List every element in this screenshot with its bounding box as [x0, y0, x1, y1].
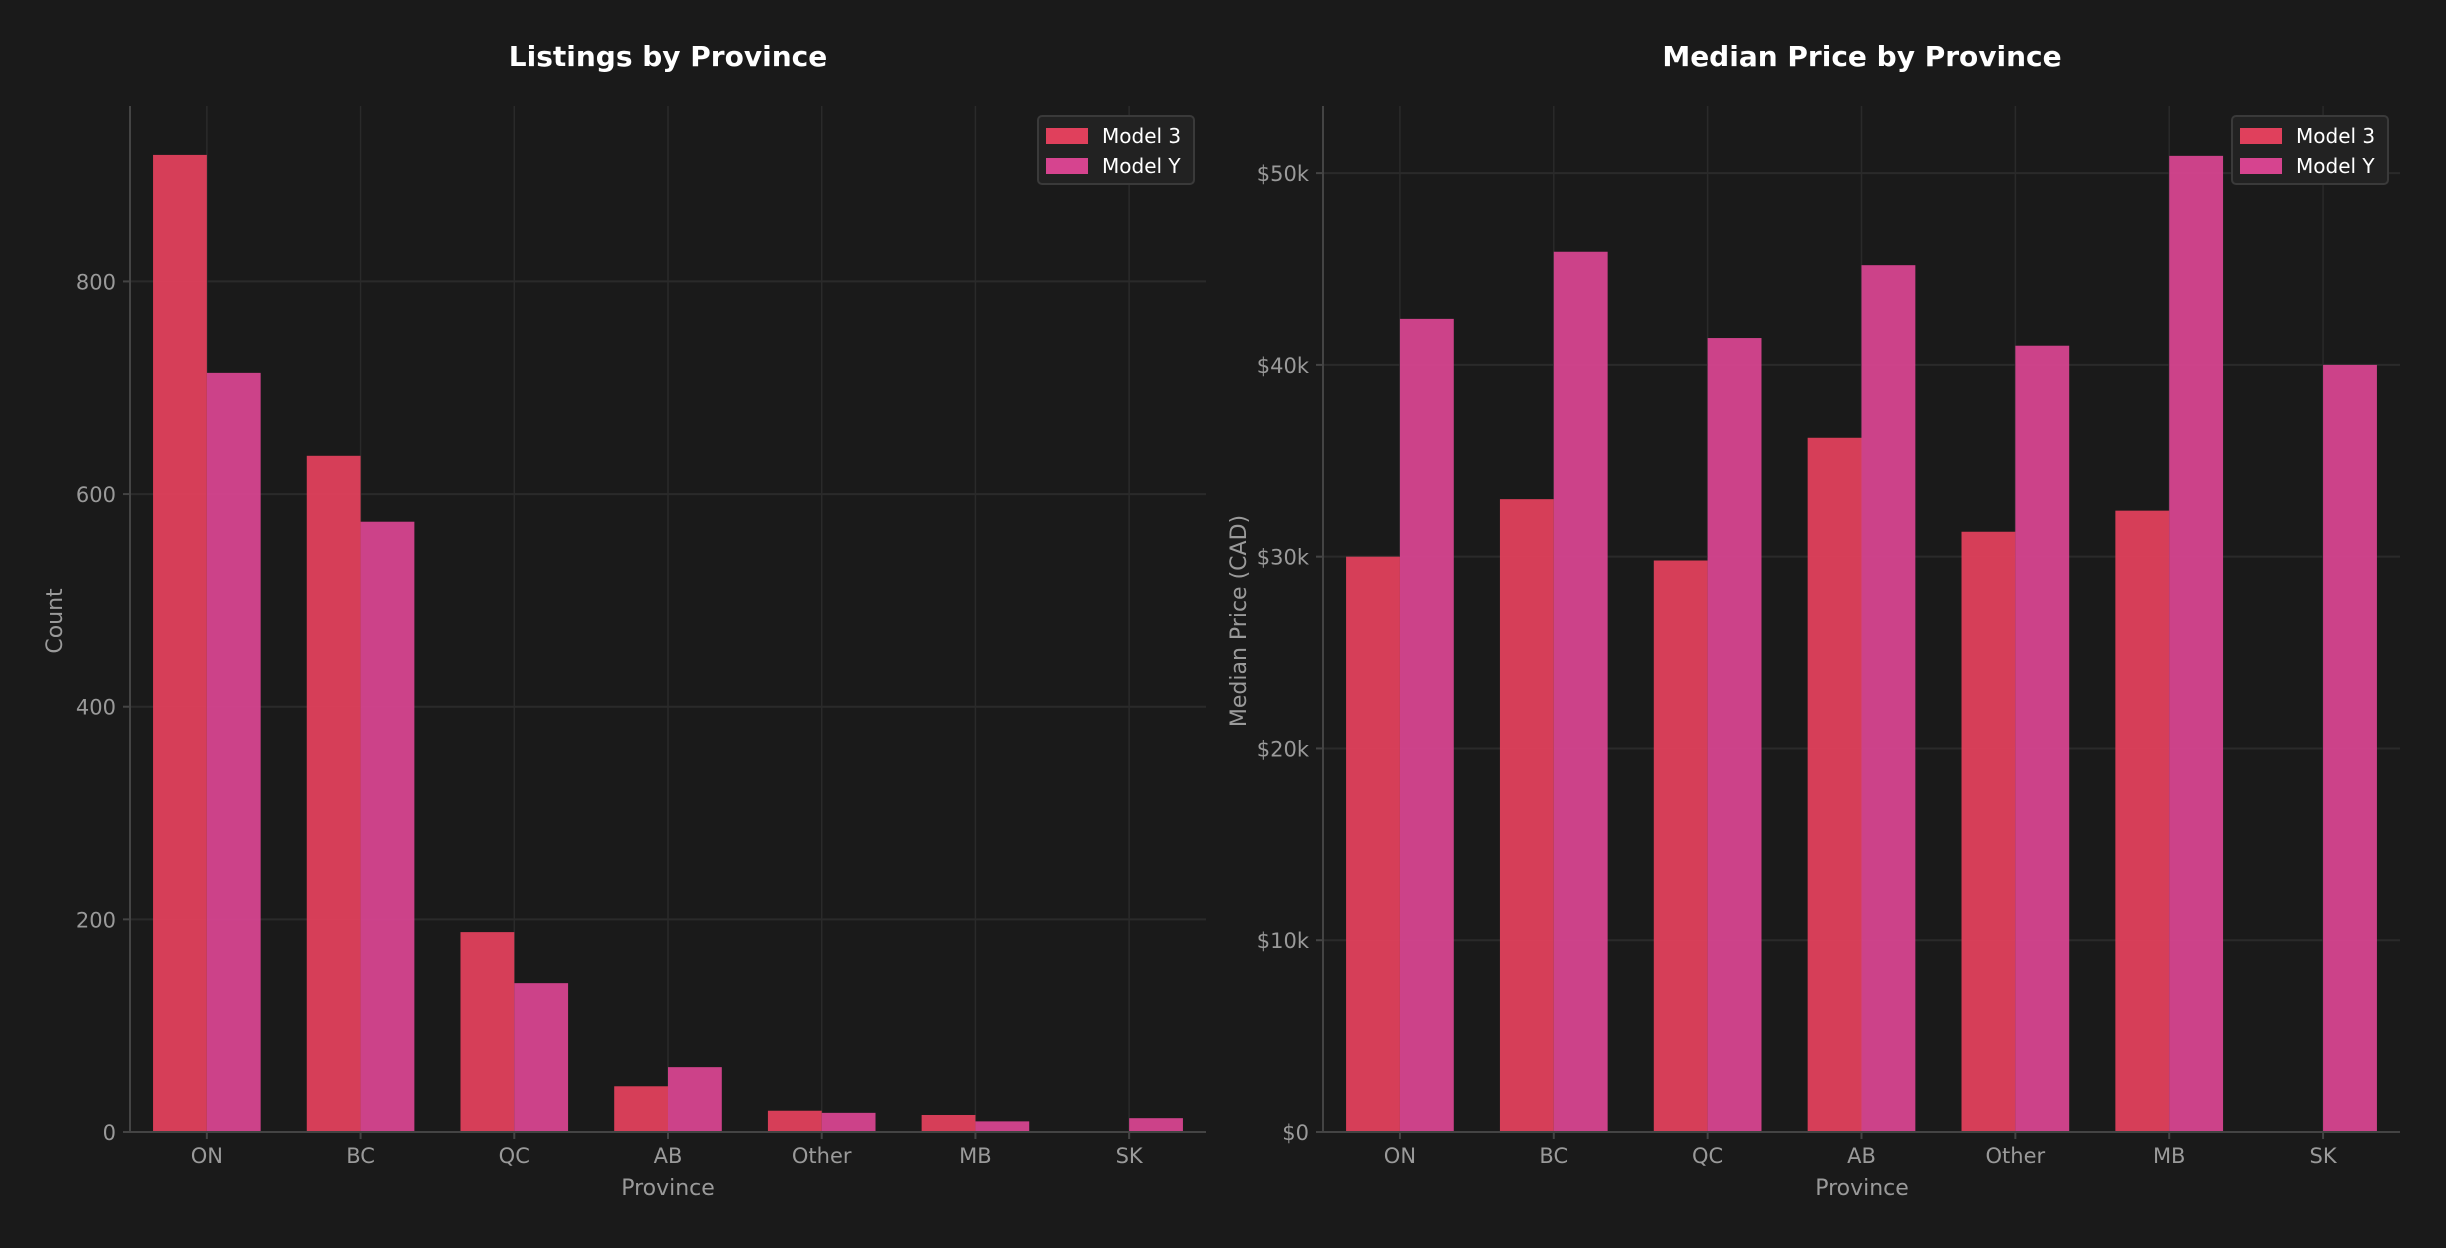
bar-model-y-bc [360, 521, 415, 1132]
bar-model-3-on [153, 154, 207, 1132]
bar-model-y-ab [1861, 265, 1916, 1132]
x-tick-label: SK [1116, 1144, 1144, 1168]
x-tick-label: QC [1692, 1144, 1723, 1168]
y-tick-label: 400 [76, 696, 116, 720]
legend-swatch-model-3 [2240, 128, 2282, 144]
y-tick-label: $50k [1257, 162, 1310, 186]
chart-title: Listings by Province [509, 40, 827, 73]
legend-swatch-model-y [1046, 158, 1088, 174]
listings-chart: Listings by Province Province Count 0 200… [43, 40, 1206, 1201]
y-tick-label: $40k [1257, 354, 1310, 378]
bar-model-3-other [767, 1110, 822, 1132]
legend-label: Model Y [1102, 154, 1181, 178]
bar-model-y-on [206, 372, 261, 1132]
y-tick-label: 0 [103, 1121, 116, 1145]
bar-model-3-bc [306, 455, 361, 1133]
x-axis-label: Province [1815, 1176, 1909, 1201]
bar-model-3-qc [460, 932, 515, 1132]
x-tick-label: Other [792, 1144, 852, 1168]
y-tick-label: $20k [1257, 737, 1310, 761]
bar-model-3-on [1346, 556, 1400, 1132]
x-tick-label: SK [2310, 1144, 2338, 1168]
bar-model-y-qc [514, 983, 569, 1132]
bar-model-y-bc [1553, 251, 1608, 1133]
y-tick-label: 600 [76, 483, 116, 507]
y-tick-label: 200 [76, 908, 116, 932]
legend-swatch-model-3 [1046, 128, 1088, 144]
bar-model-3-mb [2115, 510, 2170, 1132]
y-axis-label: Count [43, 588, 68, 654]
chart-title: Median Price by Province [1662, 40, 2061, 73]
bar-model-y-on [1399, 318, 1454, 1132]
y-tick-label: 800 [76, 270, 116, 294]
x-tick-label: QC [499, 1144, 530, 1168]
x-axis-label: Province [621, 1176, 715, 1201]
y-tick-label: $10k [1257, 929, 1310, 953]
bar-model-3-ab [614, 1086, 668, 1132]
bar-model-3-ab [1807, 437, 1862, 1132]
bar-model-y-ab [668, 1067, 722, 1132]
x-tick-label: AB [654, 1144, 683, 1168]
bar-model-y-mb [975, 1121, 1030, 1132]
y-tick-label: $0 [1282, 1121, 1309, 1145]
bar-model-y-other [2015, 345, 2070, 1133]
median-price-chart: Median Price by Province Province Median… [1227, 40, 2400, 1201]
x-tick-label: ON [1384, 1144, 1416, 1168]
x-tick-label: BC [1539, 1144, 1568, 1168]
legend-swatch-model-y [2240, 158, 2282, 174]
bar-model-y-sk [1129, 1118, 1183, 1132]
bar-model-3-other [1961, 531, 2016, 1132]
y-tick-label: $30k [1257, 546, 1310, 570]
x-tick-label: BC [346, 1144, 375, 1168]
y-axis-label: Median Price (CAD) [1227, 515, 1252, 727]
x-tick-label: ON [191, 1144, 223, 1168]
x-tick-label: MB [959, 1144, 992, 1168]
bar-model-3-mb [921, 1114, 976, 1132]
bar-model-y-mb [2169, 155, 2224, 1132]
legend: Model 3 Model Y [1037, 115, 1195, 185]
bar-model-3-bc [1499, 499, 1554, 1132]
legend-label: Model 3 [1102, 124, 1181, 148]
x-tick-label: Other [1986, 1144, 2046, 1168]
legend: Model 3 Model Y [2231, 115, 2389, 185]
legend-label: Model 3 [2296, 124, 2375, 148]
bar-model-y-qc [1707, 338, 1762, 1132]
bar-model-y-other [821, 1112, 876, 1132]
bar-model-y-sk [2323, 364, 2377, 1132]
legend-label: Model Y [2296, 154, 2375, 178]
bar-model-3-qc [1653, 560, 1708, 1132]
x-tick-label: AB [1847, 1144, 1876, 1168]
x-tick-label: MB [2153, 1144, 2186, 1168]
